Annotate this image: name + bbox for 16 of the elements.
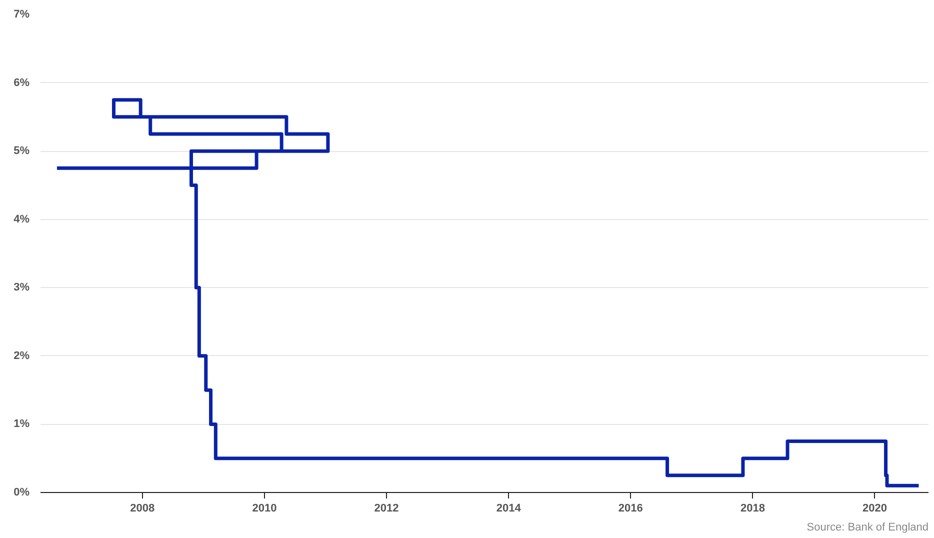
x-tick-label: 2012 bbox=[374, 502, 399, 514]
y-tick-label: 4% bbox=[14, 213, 30, 226]
y-tick-label: 7% bbox=[14, 8, 30, 20]
x-tick-label: 2014 bbox=[496, 502, 522, 514]
x-tick-label: 2008 bbox=[130, 502, 155, 514]
source-note: Source: Bank of England bbox=[806, 522, 929, 534]
x-tick-label: 2018 bbox=[740, 502, 765, 514]
x-tick-label: 2020 bbox=[862, 502, 888, 514]
y-tick-label: 2% bbox=[14, 350, 30, 362]
y-tick-label: 3% bbox=[14, 282, 30, 294]
y-tick-label: 6% bbox=[14, 76, 30, 89]
y-tick-label: 1% bbox=[14, 418, 30, 430]
x-tick-label: 2016 bbox=[618, 502, 643, 514]
y-tick-label: 0% bbox=[14, 486, 30, 498]
y-tick-label: 5% bbox=[14, 145, 30, 158]
x-tick-label: 2010 bbox=[252, 502, 277, 514]
